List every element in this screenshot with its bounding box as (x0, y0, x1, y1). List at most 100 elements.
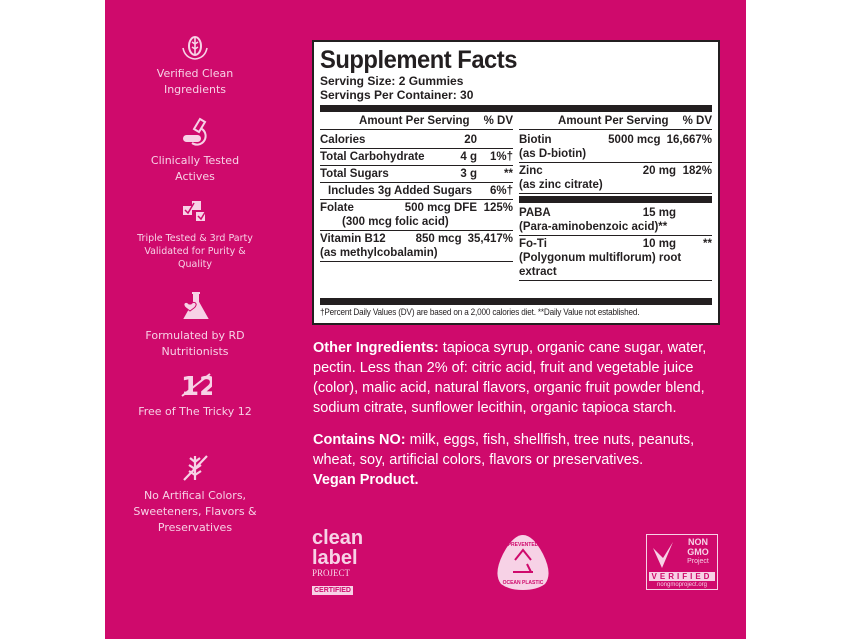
feature-label: Formulated by RD Nutritionists (145, 329, 245, 358)
nutrient-dv: 35,417% (467, 233, 513, 245)
badge-text: nongmoproject.org (656, 582, 708, 588)
feature-label: Clinically Tested Actives (150, 154, 240, 183)
nutrient-detail: (as zinc citrate) (519, 179, 603, 191)
feature-clinically-tested: Clinically Tested Actives (130, 115, 260, 185)
nutrient-dv: ** (504, 168, 513, 180)
nutrient-dv: 1%† (489, 151, 513, 163)
nutrient-name: PABA (519, 207, 551, 219)
non-gmo-badge: NON GMO Project VERIFIED nongmoproject.org (646, 534, 718, 590)
facts-right-column: Amount Per Serving % DV Biotin 5000 mcg 16,… (519, 114, 712, 281)
microscope-pill-icon (183, 117, 207, 146)
nutrient-name: Folate (320, 202, 354, 214)
other-ingredients: Other Ingredients: tapioca syrup, organi… (313, 338, 723, 418)
nutrient-dv: 6%† (489, 185, 513, 197)
badge-text: CERTIFIED (312, 586, 353, 595)
nutrient-dv: ** (703, 238, 712, 250)
amount-header: Amount Per Serving (359, 115, 470, 127)
feature-label: Free of The Tricky 12 (138, 405, 252, 418)
nutrient-name: Calories (320, 134, 366, 146)
other-ingredients-label: Other Ingredients: (313, 340, 439, 356)
nutrient-amount: 3 g (460, 168, 477, 180)
feature-label: Verified Clean Ingredients (156, 67, 234, 96)
nutrient-dv (483, 133, 513, 147)
nutrient-detail: (as methylcobalamin) (320, 247, 438, 259)
nutrient-row: Fo-Ti 10 mg ** (Polygonum multiflorum) root… (519, 236, 712, 281)
contains-label: Contains NO: (313, 432, 406, 448)
contains-text: milk, eggs, fish, shellfish, tree nuts, … (313, 432, 695, 468)
facts-title: Supplement Facts (320, 46, 517, 74)
flask-heart-icon (183, 292, 209, 319)
nutrient-name: Includes 3g Added Sugars (328, 185, 472, 197)
nutrient-dv (682, 206, 712, 220)
feature-rd-formulated: Formulated by RD Nutritionists (130, 290, 260, 360)
vegan-statement: Vegan Product. (313, 472, 419, 488)
other-ingredients-text: tapioca syrup, organic cane sugar, water… (313, 340, 707, 416)
nutrient-name: Fo-Ti (519, 238, 547, 250)
nutrient-row: Folate 500 mcg DFE 125% (300 mcg folic acid… (320, 200, 513, 231)
feature-label: No Artifical Colors, Sweeteners, Flavors… (133, 489, 257, 534)
leaf-hands-icon (182, 36, 208, 60)
feature-verified-clean: Verified Clean Ingredients (130, 34, 260, 98)
nutrient-row: Zinc 20 mg 182% (as zinc citrate) (519, 163, 712, 194)
contains-statement: Contains NO: milk, eggs, fish, shellfish… (313, 430, 723, 490)
nutrient-name: Vitamin B12 (320, 233, 386, 245)
badge-text: clean (312, 527, 364, 549)
nutrient-detail: (300 mcg folic acid) (342, 216, 449, 228)
triple-check-icon (183, 201, 208, 221)
nutrient-amount: 10 mg (642, 238, 676, 250)
badge-text: VERIFIED (649, 572, 715, 581)
dv-header: % DV (483, 115, 513, 127)
divider (320, 105, 712, 112)
nutrient-amount: 850 mcg (415, 233, 462, 245)
amount-header: Amount Per Serving (558, 115, 669, 127)
nutrient-amount: 5000 mcg (608, 134, 661, 146)
badge-text: Project (687, 558, 709, 565)
crossed-12-icon: 12 (181, 372, 212, 398)
serving-size: Serving Size: 2 Gummies (320, 74, 464, 88)
divider (320, 298, 712, 305)
nutrient-dv: 182% (682, 165, 712, 177)
divider (519, 196, 712, 203)
feature-tricky-12: 12 Free of The Tricky 12 (130, 370, 260, 420)
nutrient-amount: 20 mg (642, 165, 676, 177)
footnote: †Percent Daily Values (DV) are based on … (320, 307, 640, 318)
badge-text: OCEAN PLASTIC (503, 580, 544, 586)
badge-text: NON (688, 537, 708, 547)
nutrient-row: Total Sugars 3 g ** (320, 166, 513, 183)
nutrient-amount: 15 mg (642, 207, 676, 219)
nutrient-detail: (Polygonum multiflorum) root extract (519, 252, 682, 278)
supplement-facts-panel: Supplement Facts Serving Size: 2 Gummies… (312, 40, 720, 325)
ocean-plastic-badge: PREVENTED OCEAN PLASTIC (493, 532, 553, 597)
nutrient-name: Total Carbohydrate (320, 151, 425, 163)
nutrient-amount: 500 mcg DFE (404, 202, 477, 214)
nutrient-row: Vitamin B12 850 mcg 35,417% (as methylcobal… (320, 231, 513, 262)
badge-text: GMO (687, 547, 709, 557)
badge-text: PREVENTED (508, 542, 539, 548)
nutrient-name: Total Sugars (320, 168, 389, 180)
facts-left-column: Amount Per Serving % DV Calories 20 Total C… (320, 114, 513, 281)
nutrient-name: Biotin (519, 134, 552, 146)
badge-text: label (312, 547, 358, 569)
nutrient-name: Zinc (519, 165, 543, 177)
crossed-plant-icon (183, 455, 208, 481)
nutrient-amount: 20 (464, 134, 477, 146)
nutrient-row: PABA 15 mg (Para-aminobenzoic acid)** (519, 205, 712, 236)
feature-label: Triple Tested & 3rd Party Validated for … (137, 233, 253, 270)
nutrient-dv: 16,667% (666, 134, 712, 146)
badge-text: PROJECT (312, 568, 351, 578)
nutrient-detail: (as D-biotin) (519, 148, 587, 160)
dv-header: % DV (682, 115, 712, 127)
recycle-icon: PREVENTED OCEAN PLASTIC (497, 535, 549, 590)
nutrient-detail: (Para-aminobenzoic acid)** (519, 221, 668, 233)
servings-per-container: Servings Per Container: 30 (320, 88, 474, 102)
nutrient-amount: 4 g (460, 151, 477, 163)
feature-triple-tested: Triple Tested & 3rd Party Validated for … (130, 198, 260, 271)
nutrient-row: Includes 3g Added Sugars 6%† (320, 183, 513, 200)
nutrient-row: Calories 20 (320, 132, 513, 149)
clean-label-project-badge: clean label PROJECT CERTIFIED (312, 528, 374, 597)
nutrient-row: Total Carbohydrate 4 g 1%† (320, 149, 513, 166)
nutrient-dv: 125% (483, 202, 513, 214)
butterfly-check-icon (653, 542, 673, 568)
nutrient-row: Biotin 5000 mcg 16,667% (as D-biotin) (519, 132, 712, 163)
feature-no-artificial: No Artifical Colors, Sweeteners, Flavors… (130, 450, 260, 536)
